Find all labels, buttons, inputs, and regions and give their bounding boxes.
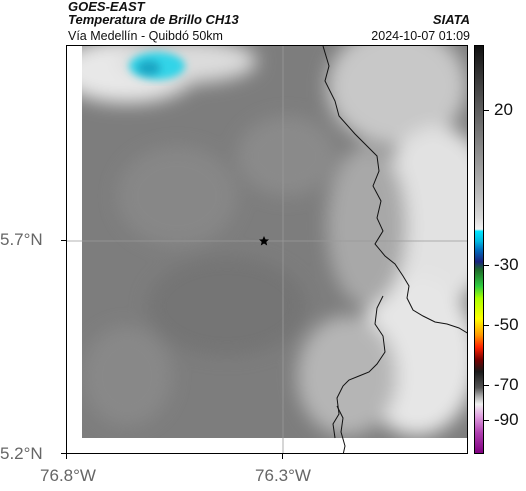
colorbar-tick: [484, 385, 489, 386]
boundary-lines: [322, 46, 467, 453]
colorbar-label: 20: [494, 100, 513, 119]
product-title: Temperatura de Brillo CH13: [68, 12, 239, 27]
satellite-imagery: [67, 46, 467, 453]
brightness-temperature-map[interactable]: [66, 45, 468, 454]
lon-tick-mark: [282, 454, 283, 459]
satellite-title: GOES-EAST: [68, 0, 145, 14]
colorbar-label: -90: [494, 410, 519, 429]
lat-tick-mark: [61, 453, 66, 454]
lon-tick-label: 76.3°W: [255, 466, 311, 485]
lon-tick-mark: [66, 454, 67, 459]
colorbar-label: -30: [494, 255, 519, 274]
route-subtitle: Vía Medellín - Quibdó 50km: [68, 29, 223, 43]
organization-label: SIATA: [432, 12, 470, 27]
lon-tick-label: 76.8°W: [40, 466, 96, 485]
lat-tick-label: 5.7°N: [0, 230, 43, 249]
star-icon: [259, 236, 269, 246]
colorbar-label: -70: [494, 375, 519, 394]
timestamp-label: 2024-10-07 01:09: [371, 29, 470, 43]
colorbar-label: -50: [494, 315, 519, 334]
colorbar-tick: [484, 265, 489, 266]
gridlines: [67, 46, 467, 453]
colorbar-tick: [484, 420, 489, 421]
lat-tick-label: 5.2°N: [0, 444, 43, 463]
lat-tick-mark: [61, 240, 66, 241]
temperature-colorbar: [474, 45, 484, 454]
colorbar-tick: [484, 325, 489, 326]
colorbar-tick: [484, 110, 489, 111]
